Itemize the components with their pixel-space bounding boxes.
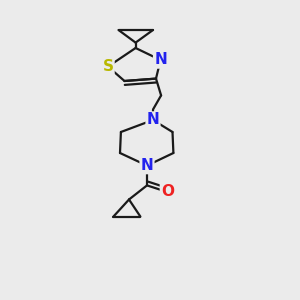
Text: N: N [141,158,153,173]
Text: N: N [154,52,167,68]
Text: S: S [103,59,113,74]
Text: N: N [147,112,159,128]
Text: O: O [161,184,174,200]
